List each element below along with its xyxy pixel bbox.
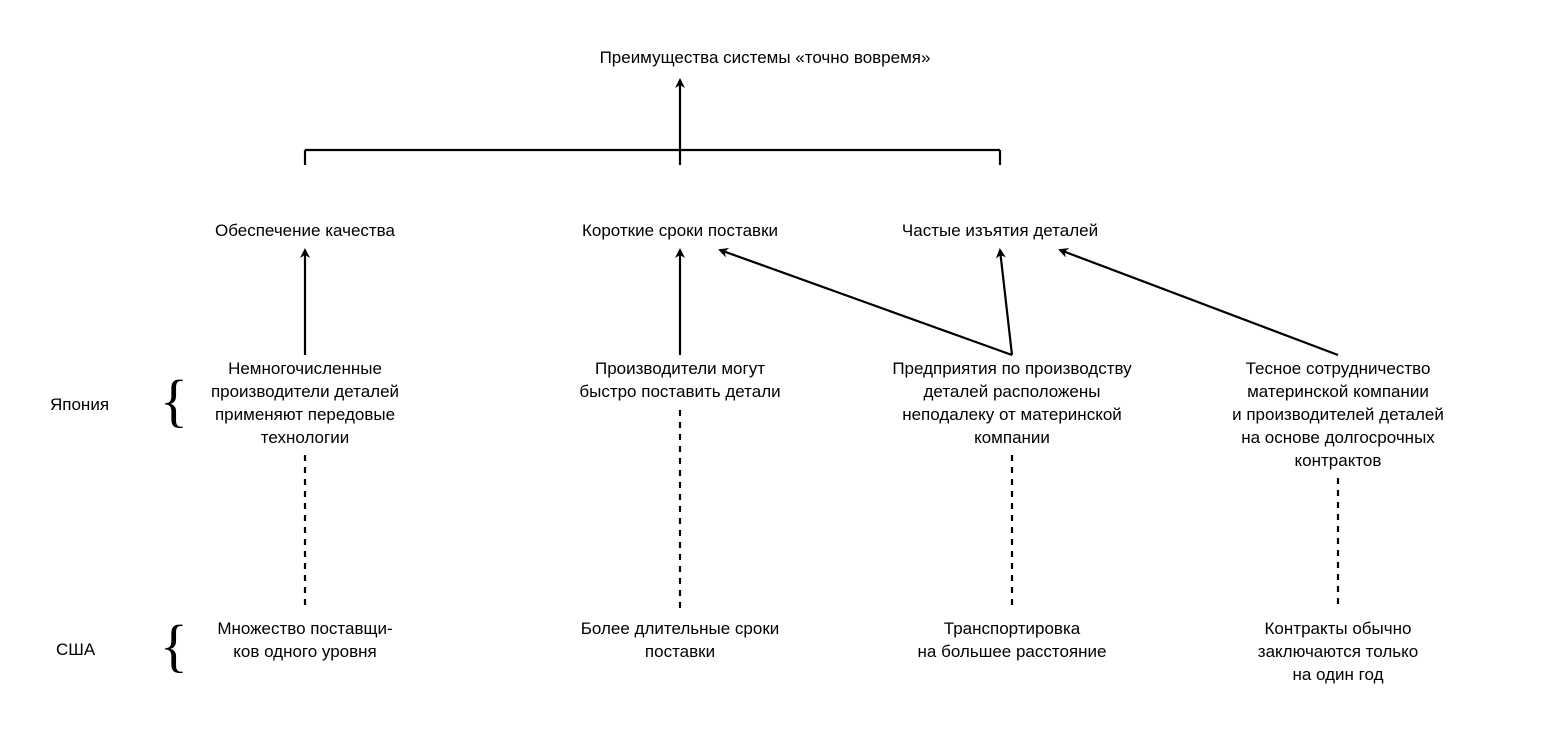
japan-node-4: Тесное сотрудничествоматеринской компани… [1188, 358, 1488, 473]
usa-node-3: Транспортировкана большее расстояние [862, 618, 1162, 664]
row-label-usa: США [56, 640, 95, 660]
level1-delivery: Короткие сроки поставки [550, 220, 810, 243]
usa-node-1: Множество поставщи-ков одного уровня [175, 618, 435, 664]
japan-node-3: Предприятия по производствудеталей распо… [862, 358, 1162, 450]
row-label-japan: Япония [50, 395, 109, 415]
japan-node-1: Немногочисленныепроизводители деталейпри… [175, 358, 435, 450]
usa-node-4: Контракты обычнозаключаются толькона оди… [1188, 618, 1488, 687]
usa-node-2: Более длительные срокипоставки [550, 618, 810, 664]
level1-withdraw: Частые изъятия деталей [870, 220, 1130, 243]
level1-quality: Обеспечение качества [175, 220, 435, 243]
root-node: Преимущества системы «точно вовремя» [555, 47, 975, 70]
japan-node-2: Производители могутбыстро поставить дета… [550, 358, 810, 404]
